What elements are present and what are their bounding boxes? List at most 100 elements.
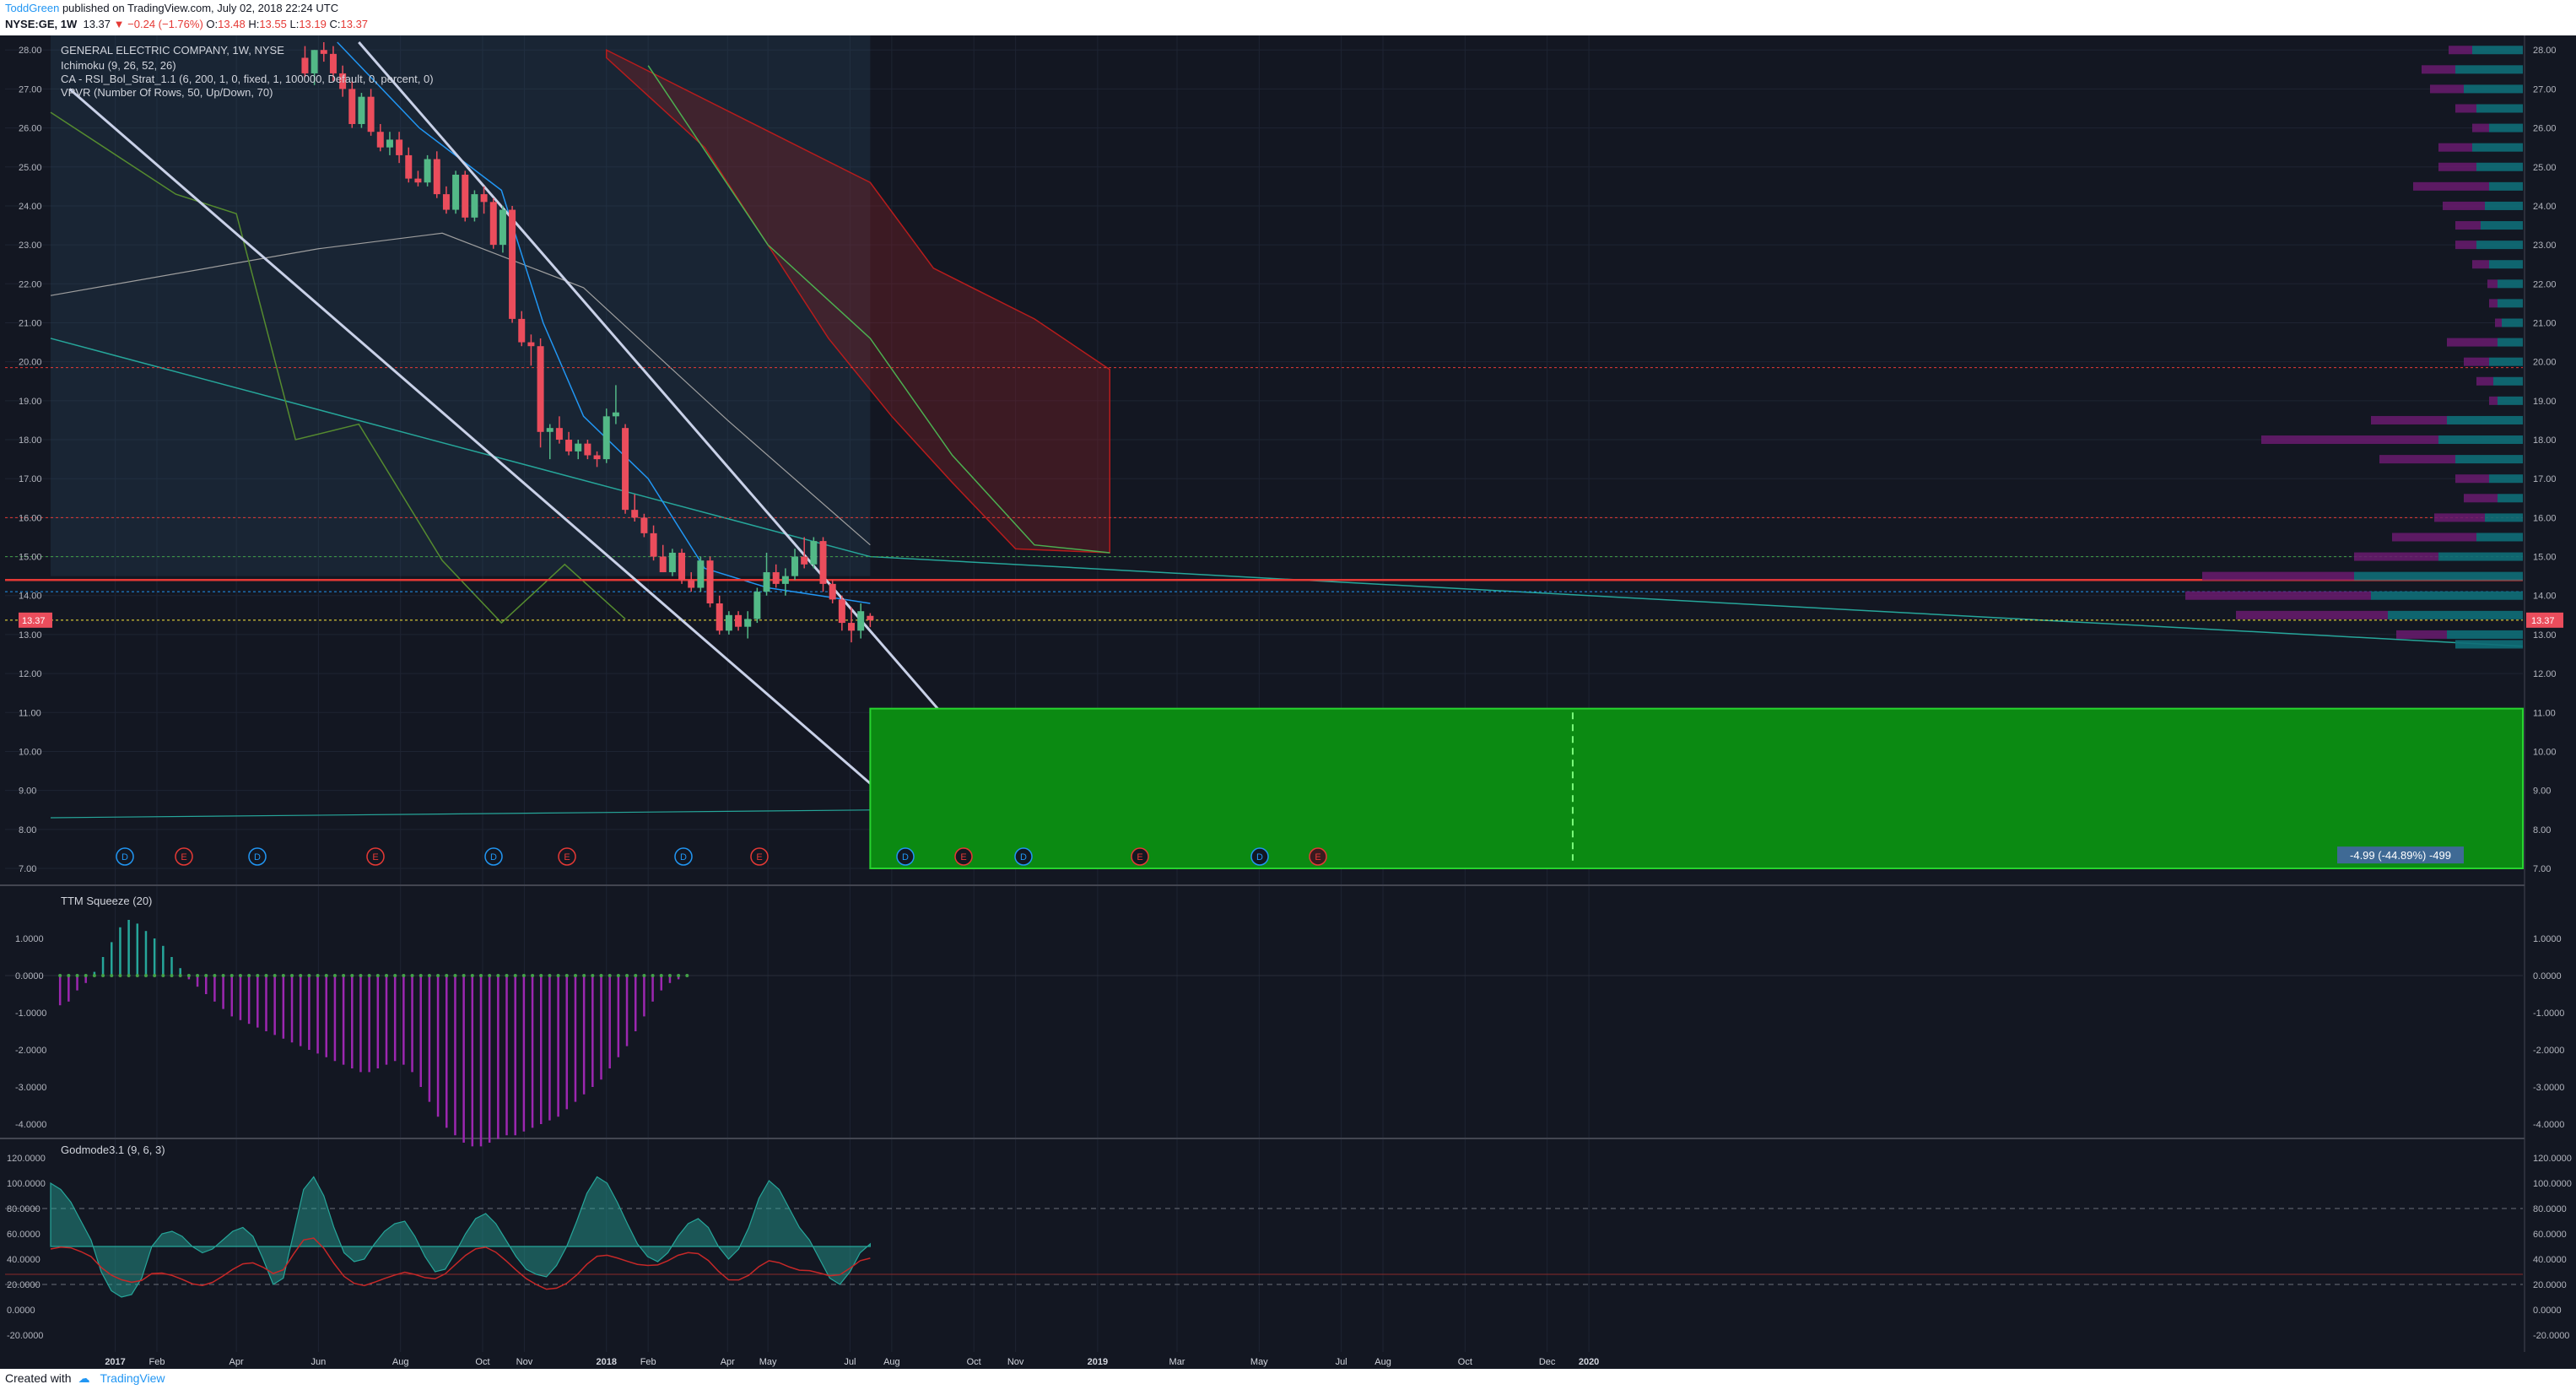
down-arrow-icon: ▼ bbox=[113, 18, 125, 30]
squeeze-dot bbox=[659, 974, 663, 977]
ttm-squeeze-histogram bbox=[5, 920, 2523, 1147]
vpvr-up-bar bbox=[2498, 279, 2523, 289]
vpvr-down-bar bbox=[2202, 571, 2354, 581]
chart-background bbox=[0, 35, 2576, 1369]
godmode-tick-left: 100.0000 bbox=[7, 1179, 46, 1189]
vpvr-down-bar bbox=[2438, 162, 2476, 171]
squeeze-dot bbox=[290, 974, 294, 977]
candle-body bbox=[810, 541, 818, 565]
godmode-tick: 60.0000 bbox=[2533, 1230, 2567, 1240]
godmode-tick-left: 60.0000 bbox=[7, 1230, 41, 1240]
price-tick: 11.00 bbox=[2533, 708, 2556, 718]
earnings-marker[interactable] bbox=[1309, 847, 1327, 866]
target-box[interactable] bbox=[869, 707, 2524, 869]
candle-body bbox=[376, 132, 384, 148]
squeeze-dot bbox=[548, 974, 552, 977]
dividend-marker[interactable] bbox=[1014, 847, 1033, 866]
channel-upper-trendline[interactable] bbox=[358, 41, 1017, 799]
candle-body bbox=[575, 443, 582, 451]
dividend-marker[interactable] bbox=[484, 847, 503, 866]
vpvr-down-bar bbox=[2443, 201, 2485, 210]
vpvr-down-bar bbox=[2422, 65, 2455, 74]
vpvr-down-bar bbox=[2472, 260, 2489, 269]
earnings-marker[interactable] bbox=[1131, 847, 1149, 866]
price-tick-left: 22.00 bbox=[19, 279, 42, 289]
dividend-marker[interactable] bbox=[1250, 847, 1269, 866]
candle-body bbox=[725, 614, 732, 631]
dividend-marker[interactable] bbox=[674, 847, 693, 866]
squeeze-dot bbox=[616, 974, 620, 977]
dividend-marker[interactable] bbox=[896, 847, 915, 866]
squeeze-dot bbox=[118, 974, 122, 977]
squeeze-dot bbox=[247, 974, 251, 977]
candle-body bbox=[772, 572, 780, 584]
event-label: E bbox=[372, 852, 378, 862]
squeeze-dot bbox=[539, 974, 543, 977]
price-tick: 28.00 bbox=[2533, 46, 2557, 56]
strategy-range-shade bbox=[51, 35, 871, 576]
measure-label: -4.99 (-44.89%) -499 bbox=[2350, 849, 2451, 862]
earnings-marker[interactable] bbox=[954, 847, 973, 866]
target-zone[interactable]: -4.99 (-44.89%) -499 bbox=[869, 707, 2524, 869]
godmode-tick: 40.0000 bbox=[2533, 1255, 2567, 1265]
time-tick: Apr bbox=[721, 1357, 735, 1367]
squeeze-dot bbox=[564, 974, 569, 977]
vpvr-down-bar bbox=[2455, 104, 2476, 113]
price-tick-left: 18.00 bbox=[19, 435, 42, 446]
time-tick: May bbox=[1250, 1357, 1268, 1367]
vpvr-up-bar bbox=[2485, 201, 2523, 210]
godmode-tick: 0.0000 bbox=[2533, 1306, 2562, 1316]
price-tick-left: 17.00 bbox=[19, 474, 42, 484]
price-tick-left: 7.00 bbox=[19, 864, 36, 874]
time-tick: Jun bbox=[311, 1357, 327, 1367]
earnings-marker[interactable] bbox=[558, 847, 576, 866]
candle-body bbox=[622, 428, 629, 511]
channel-lower-trendline[interactable] bbox=[68, 88, 893, 803]
squeeze-dot bbox=[264, 974, 268, 977]
squeeze-dot bbox=[505, 974, 509, 977]
vpvr-up-bar bbox=[2476, 104, 2523, 113]
squeeze-tick: -2.0000 bbox=[2533, 1046, 2564, 1056]
vpvr-down-bar bbox=[2495, 318, 2502, 327]
vpvr-down-bar bbox=[2455, 221, 2481, 230]
chart-canvas[interactable]: -4.99 (-44.89%) -499 28.00 28.00 27.00 27.0… bbox=[0, 35, 2576, 1369]
price-tick-left: 16.00 bbox=[19, 513, 42, 523]
dividend-marker[interactable] bbox=[248, 847, 267, 866]
vpvr-up-bar bbox=[2489, 181, 2523, 191]
squeeze-dot bbox=[385, 974, 389, 977]
vpvr-up-bar bbox=[2388, 610, 2523, 619]
price-change: −0.24 (−1.76%) bbox=[127, 18, 203, 30]
vpvr-up-bar bbox=[2476, 162, 2523, 171]
time-tick: Feb bbox=[640, 1357, 656, 1367]
last-price-tag-left-bg bbox=[19, 612, 52, 628]
candle-body bbox=[480, 194, 488, 203]
tradingview-link[interactable]: TradingView bbox=[100, 1371, 165, 1385]
earnings-marker[interactable] bbox=[175, 847, 193, 866]
earnings-marker[interactable] bbox=[750, 847, 769, 866]
price-tick: 20.00 bbox=[2533, 358, 2557, 368]
event-label: E bbox=[564, 852, 570, 862]
dividend-marker[interactable] bbox=[116, 847, 134, 866]
author-link[interactable]: ToddGreen bbox=[5, 2, 60, 14]
vpvr-up-bar bbox=[2481, 221, 2523, 230]
earnings-marker[interactable] bbox=[366, 847, 385, 866]
price-tick: 8.00 bbox=[2533, 825, 2551, 835]
squeeze-dot bbox=[677, 974, 681, 977]
candle-body bbox=[640, 517, 648, 533]
candle-body bbox=[452, 175, 460, 210]
godmode-tick-left: -20.0000 bbox=[7, 1331, 43, 1341]
last-price-tag-bg bbox=[2526, 612, 2563, 628]
squeeze-dot bbox=[573, 974, 577, 977]
price-tick-left: 21.00 bbox=[19, 318, 42, 328]
squeeze-dot bbox=[488, 974, 492, 977]
squeeze-dot bbox=[101, 974, 105, 977]
candle-body bbox=[499, 209, 506, 246]
vpvr-up-bar bbox=[2476, 241, 2523, 250]
time-tick: Jul bbox=[1336, 1357, 1347, 1367]
open-label: O: bbox=[206, 18, 219, 30]
time-tick: Dec bbox=[1539, 1357, 1556, 1367]
candle-body bbox=[697, 560, 705, 588]
squeeze-dot bbox=[58, 974, 62, 977]
long-ma-line bbox=[50, 338, 2524, 647]
